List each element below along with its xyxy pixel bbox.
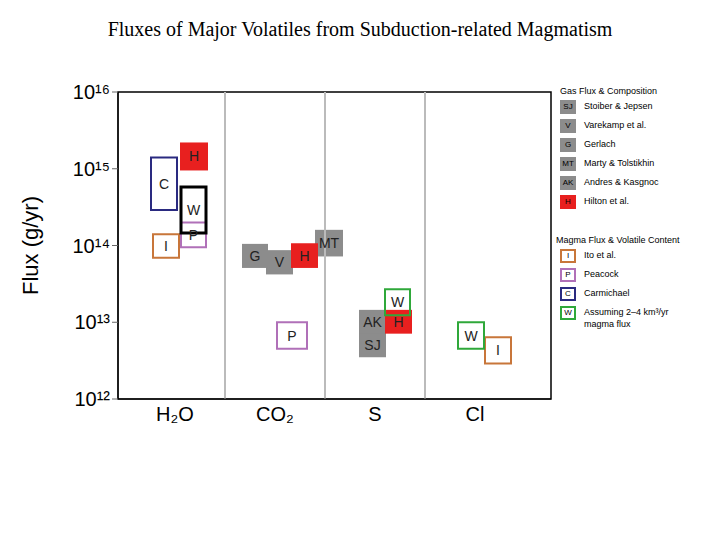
svg-text:C: C	[159, 176, 169, 192]
html-text:Carmichael: Carmichael	[584, 288, 630, 298]
svg-text:10¹³: 10¹³	[74, 311, 110, 333]
html-text:Hilton et al.: Hilton et al.	[584, 196, 629, 206]
html-text:Peacock: Peacock	[584, 269, 619, 279]
html-text:P: P	[565, 270, 571, 279]
html-text:I: I	[566, 251, 570, 260]
html-text:W: W	[564, 308, 572, 317]
svg-text:H: H	[393, 314, 403, 330]
svg-text:10¹²: 10¹²	[74, 388, 110, 410]
html-text:C: C	[565, 289, 571, 298]
html-text:Assuming 2–4 km³/yr magma flux: Assuming 2–4 km³/yr magma flux	[584, 307, 669, 329]
svg-text:10¹⁴: 10¹⁴	[73, 235, 111, 257]
html-text:Magma Flux & Volatile Content: Magma Flux & Volatile Content	[556, 235, 680, 245]
svg-text:P: P	[189, 227, 198, 243]
html-text:Ito et al.: Ito et al.	[584, 250, 616, 260]
html-text:AK: AK	[562, 178, 574, 187]
svg-text:I: I	[496, 342, 500, 358]
svg-text:10¹⁶: 10¹⁶	[73, 81, 110, 103]
svg-text:SJ: SJ	[364, 337, 380, 353]
svg-text:V: V	[275, 254, 285, 270]
html-text:Stoiber & Jepsen: Stoiber & Jepsen	[584, 101, 653, 111]
svg-text:W: W	[187, 202, 201, 218]
html-text:Gas Flux & Composition: Gas Flux & Composition	[560, 86, 657, 96]
svg-text:10¹⁵: 10¹⁵	[73, 158, 110, 180]
svg-text:Flux (g/yr): Flux (g/yr)	[18, 196, 43, 295]
svg-text:MT: MT	[319, 235, 340, 251]
html-text:G: G	[564, 140, 572, 149]
html-text:Marty & Tolstikhin: Marty & Tolstikhin	[584, 158, 655, 168]
html-text:H: H	[565, 197, 571, 206]
html-text:Gerlach: Gerlach	[584, 139, 616, 149]
html-text:Varekamp et al.: Varekamp et al.	[584, 120, 647, 130]
svg-text:G: G	[250, 248, 261, 264]
svg-text:I: I	[164, 238, 168, 254]
svg-text:CO₂: CO₂	[256, 403, 294, 425]
svg-text:Cl: Cl	[466, 403, 485, 425]
svg-text:S: S	[368, 403, 381, 425]
html-text:Andres & Kasgnoc: Andres & Kasgnoc	[584, 177, 659, 187]
html-text:SJ: SJ	[563, 102, 573, 111]
html-text:Fluxes of Major Volatiles from: Fluxes of Major Volatiles from Subductio…	[107, 18, 613, 40]
svg-text:W: W	[391, 294, 405, 310]
svg-text:H₂O: H₂O	[156, 403, 194, 425]
svg-text:H: H	[189, 148, 199, 164]
svg-text:H: H	[299, 248, 309, 264]
svg-text:AK: AK	[363, 314, 382, 330]
svg-text:W: W	[464, 328, 478, 344]
html-text:MT: MT	[562, 159, 574, 168]
svg-text:P: P	[287, 328, 296, 344]
html-text:V: V	[565, 121, 571, 130]
